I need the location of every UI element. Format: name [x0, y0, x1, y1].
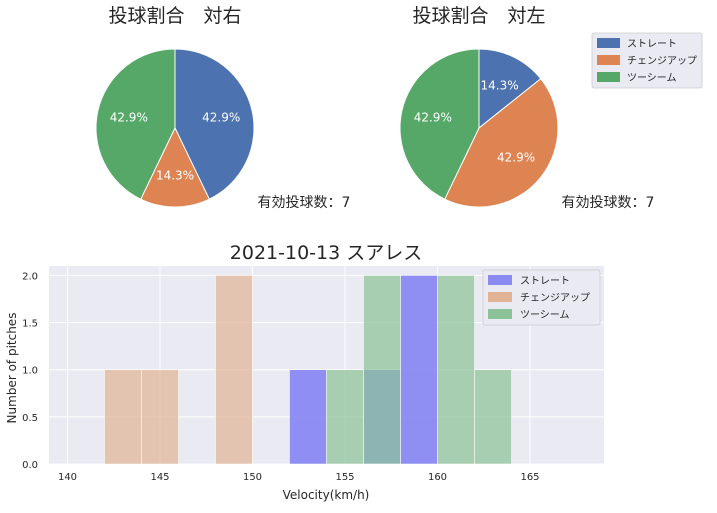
histogram-bars: [104, 275, 512, 465]
pie-legend: ストレート チェンジアップ ツーシーム: [591, 32, 703, 89]
x-tick-label-3: 155: [335, 472, 354, 483]
x-tick-label-2: 150: [243, 472, 262, 483]
pie-left-slice-2: [399, 48, 480, 200]
histogram-title: 2021-10-13 スアレス: [230, 242, 422, 264]
histogram-legend-frame: [482, 269, 601, 326]
hist-bar-series0-bin0: [289, 369, 327, 465]
hist-bar-series0-bin2: [400, 275, 438, 465]
x-tick-label-4: 160: [428, 472, 447, 483]
hist-bar-series1-bin1: [141, 369, 179, 465]
histogram-x-label: Velocity(km/h): [283, 488, 370, 502]
pie-right-title: 投球割合 対右: [108, 5, 241, 27]
hist-legend-label-straight: ストレート: [520, 276, 570, 287]
legend-label-changeup: チェンジアップ: [627, 55, 697, 67]
pie-right-slice-2: [95, 48, 176, 200]
legend-label-straight: ストレート: [627, 39, 677, 50]
legend-label-twoseam: ツーシーム: [627, 72, 677, 84]
pie-left-slice-label-1: 42.9%: [497, 151, 535, 165]
hist-bar-series2-bin1: [363, 275, 401, 465]
pie-left-slice-label-2: 42.9%: [414, 110, 452, 124]
histogram-x-ticks: 140 145 150 155 160 165: [58, 472, 540, 483]
hist-legend-label-changeup: チェンジアップ: [520, 292, 590, 304]
pie-chart-vs-right: 投球割合 対右 42.9% 14.3% 42.9% 有効投球数：7: [95, 5, 351, 211]
legend-swatch-twoseam: [597, 72, 620, 82]
pie-left-pitch-count: 有効投球数：7: [562, 195, 655, 211]
hist-legend-swatch-twoseam: [488, 309, 512, 319]
pie-chart-vs-left: 投球割合 対左 14.3% 42.9% 42.9% 有効投球数：7: [399, 5, 655, 211]
pie-right-slice-label-2: 42.9%: [110, 110, 148, 124]
x-tick-label-1: 145: [150, 472, 169, 483]
pie-right-slice-1: [140, 126, 210, 208]
pie-right-slice-0: [174, 48, 255, 200]
hist-legend-label-twoseam: ツーシーム: [520, 309, 570, 321]
pie-left-slice-1: [444, 78, 559, 208]
pie-left-title: 投球割合 対左: [412, 5, 545, 27]
pie-left-slice-label-0: 14.3%: [481, 78, 519, 92]
histogram-y-label: Number of pitches: [5, 313, 19, 424]
hist-bar-series2-bin3: [474, 369, 512, 465]
x-tick-label-5: 165: [520, 472, 539, 483]
pie-left-slice-0: [478, 48, 542, 130]
hist-bar-series2-bin0: [326, 369, 364, 465]
velocity-histogram: 2021-10-13 スアレス 140 145 150 155 160 165 0.00.…: [5, 242, 604, 502]
pie-right-slice-label-0: 42.9%: [202, 110, 240, 124]
hist-bar-series2-bin2: [437, 275, 475, 465]
y-tick-label-4: 2.0: [22, 271, 38, 282]
pie-right-pitch-count: 有効投球数：7: [258, 195, 351, 211]
legend-swatch-straight: [597, 38, 620, 48]
hist-bar-series1-bin0: [104, 369, 142, 465]
pie-right-slice-label-1: 14.3%: [156, 168, 194, 182]
pie-right-slices: 42.9% 14.3% 42.9%: [95, 48, 255, 208]
hist-legend-swatch-straight: [488, 275, 512, 285]
x-tick-label-0: 140: [58, 472, 77, 483]
hist-bar-series1-bin2: [215, 275, 253, 465]
histogram-legend: ストレート チェンジアップ ツーシーム: [482, 269, 601, 326]
legend-swatch-changeup: [597, 55, 620, 65]
y-tick-label-3: 1.5: [22, 319, 38, 330]
y-tick-label-0: 0.0: [22, 460, 38, 471]
y-tick-label-1: 0.5: [22, 413, 38, 424]
pie-left-slices: 14.3% 42.9% 42.9%: [399, 48, 559, 208]
histogram-y-ticks: 0.0 0.5 1.0 1.5 2.0: [22, 271, 38, 471]
hist-legend-swatch-changeup: [488, 292, 512, 302]
y-tick-label-2: 1.0: [22, 366, 38, 377]
